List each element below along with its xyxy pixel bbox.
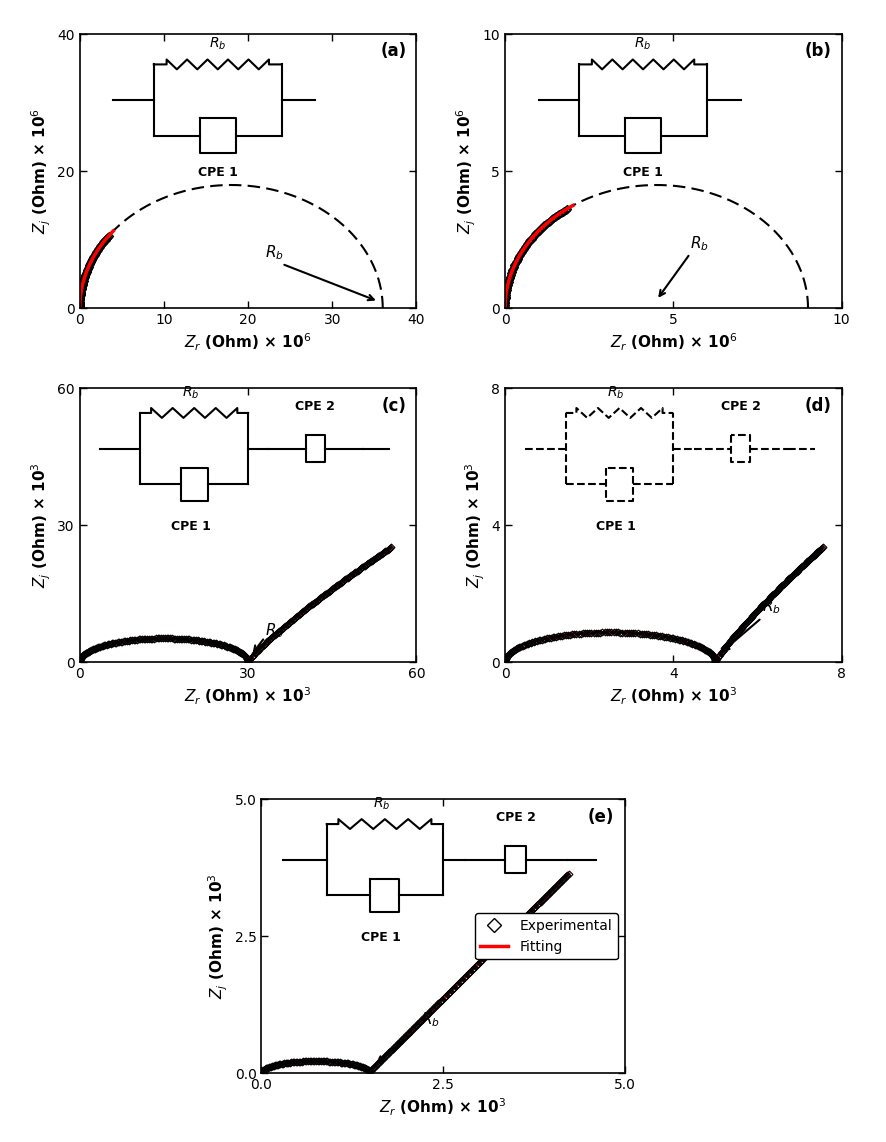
- Text: $R_b$: $R_b$: [265, 621, 284, 640]
- X-axis label: $Z_r$ (Ohm) × 10$^6$: $Z_r$ (Ohm) × 10$^6$: [184, 331, 312, 353]
- Y-axis label: $Z_j$ (Ohm) × 10$^3$: $Z_j$ (Ohm) × 10$^3$: [30, 463, 53, 588]
- Y-axis label: $Z_j$ (Ohm) × 10$^3$: $Z_j$ (Ohm) × 10$^3$: [463, 463, 487, 588]
- Text: $R_b$: $R_b$: [373, 795, 390, 812]
- Text: $R_b$: $R_b$: [265, 243, 284, 262]
- X-axis label: $Z_r$ (Ohm) × 10$^3$: $Z_r$ (Ohm) × 10$^3$: [379, 1096, 507, 1118]
- Y-axis label: $Z_j$ (Ohm) × 10$^6$: $Z_j$ (Ohm) × 10$^6$: [455, 108, 478, 234]
- X-axis label: $Z_r$ (Ohm) × 10$^3$: $Z_r$ (Ohm) × 10$^3$: [610, 685, 737, 707]
- Text: $R_b$: $R_b$: [209, 35, 227, 53]
- X-axis label: $Z_r$ (Ohm) × 10$^3$: $Z_r$ (Ohm) × 10$^3$: [184, 685, 312, 707]
- Text: CPE 2: CPE 2: [720, 400, 761, 413]
- Text: (b): (b): [804, 42, 832, 61]
- Text: (e): (e): [587, 807, 614, 826]
- Text: CPE 1: CPE 1: [596, 520, 636, 533]
- Text: CPE 1: CPE 1: [361, 931, 401, 944]
- Text: (d): (d): [804, 396, 832, 415]
- Text: $R_b$: $R_b$: [421, 1011, 440, 1029]
- Text: (a): (a): [380, 42, 407, 61]
- Text: (c): (c): [382, 396, 407, 415]
- Text: CPE 1: CPE 1: [171, 520, 211, 533]
- X-axis label: $Z_r$ (Ohm) × 10$^6$: $Z_r$ (Ohm) × 10$^6$: [610, 331, 737, 353]
- Text: CPE 2: CPE 2: [495, 811, 536, 825]
- Text: CPE 1: CPE 1: [198, 166, 237, 179]
- Y-axis label: $Z_j$ (Ohm) × 10$^6$: $Z_j$ (Ohm) × 10$^6$: [30, 108, 53, 234]
- Text: $R_b$: $R_b$: [608, 384, 625, 401]
- Text: CPE 1: CPE 1: [623, 166, 663, 179]
- Text: $R_b$: $R_b$: [183, 384, 199, 401]
- Y-axis label: $Z_j$ (Ohm) × 10$^3$: $Z_j$ (Ohm) × 10$^3$: [207, 874, 230, 999]
- Text: CPE 2: CPE 2: [295, 400, 336, 413]
- Legend: Experimental, Fitting: Experimental, Fitting: [475, 914, 618, 959]
- Text: $R_b$: $R_b$: [762, 597, 781, 616]
- Text: $R_b$: $R_b$: [690, 234, 709, 252]
- Text: $R_b$: $R_b$: [634, 35, 652, 53]
